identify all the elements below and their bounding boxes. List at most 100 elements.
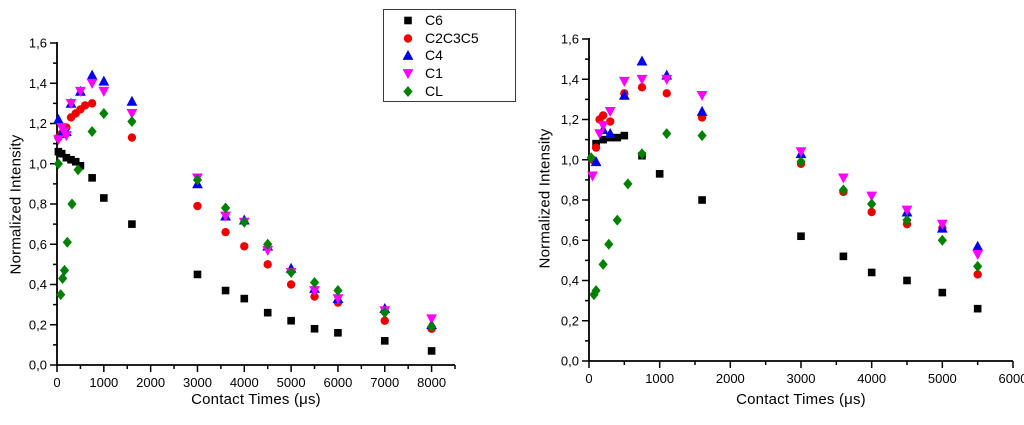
- x-tick-label: 1000: [645, 371, 674, 386]
- x-axis-title-left: Contact Times (μs): [191, 391, 321, 408]
- data-point-marker: [972, 249, 984, 260]
- y-tick-label: 0,2: [561, 313, 579, 328]
- x-axis-title-right: Contact Times (μs): [736, 391, 866, 408]
- data-point-marker: [57, 149, 66, 158]
- data-point-marker: [604, 127, 616, 138]
- data-point-marker: [240, 242, 249, 251]
- data-point-marker: [598, 111, 608, 120]
- data-point-marker: [901, 205, 913, 216]
- data-point-marker: [587, 171, 598, 182]
- x-tick-label: 3000: [787, 371, 816, 386]
- data-point-marker: [53, 113, 64, 124]
- data-point-marker: [239, 216, 249, 228]
- legend-item: C2C3C5: [400, 30, 515, 48]
- y-tick-label: 0,6: [561, 233, 579, 248]
- legend-item-label: C4: [425, 47, 443, 64]
- x-tick-label: 4000: [857, 371, 886, 386]
- data-point-marker: [426, 321, 437, 333]
- data-point-marker: [620, 131, 629, 140]
- data-point-marker: [263, 308, 272, 317]
- data-point-marker: [973, 260, 983, 272]
- data-point-marker: [192, 174, 203, 186]
- data-point-marker: [220, 202, 231, 214]
- data-point-marker: [589, 289, 599, 301]
- data-point-marker: [598, 258, 608, 270]
- x-tick-label: 0: [585, 371, 592, 386]
- data-point-marker: [128, 220, 136, 228]
- data-point-marker: [286, 280, 296, 289]
- data-point-marker: [623, 178, 633, 190]
- data-point-marker: [936, 219, 948, 230]
- data-point-marker: [696, 105, 708, 116]
- legend-item: CL: [400, 82, 515, 100]
- data-point-marker: [334, 329, 342, 337]
- data-point-marker: [67, 198, 77, 210]
- y-tick-label: 0,8: [29, 197, 47, 212]
- data-point-marker: [903, 276, 911, 285]
- circle-glyph: [403, 34, 413, 43]
- x-tick-label: 6000: [999, 371, 1024, 386]
- y-tick-label: 1,4: [561, 72, 579, 87]
- x-tick-label: 4000: [230, 375, 259, 390]
- data-point-marker: [597, 121, 609, 132]
- y-tick-label: 0,4: [29, 277, 47, 292]
- square-marker-icon: [404, 16, 412, 25]
- data-point-marker: [62, 236, 72, 248]
- data-point-marker: [591, 143, 601, 152]
- legend-item-label: C2C3C5: [425, 29, 479, 46]
- data-point-marker: [332, 294, 344, 305]
- diamond-glyph: [403, 85, 413, 97]
- data-point-marker: [71, 157, 80, 166]
- data-point-marker: [86, 78, 98, 89]
- data-point-marker: [100, 194, 108, 202]
- circle-marker-icon: [403, 34, 413, 43]
- data-point-marker: [796, 156, 806, 168]
- x-tick-label: 2000: [716, 371, 745, 386]
- y-tick-label: 1,0: [29, 156, 47, 171]
- data-point-marker: [972, 240, 984, 251]
- x-tick-label: 1000: [89, 375, 118, 390]
- y-tick-label: 1,0: [561, 152, 579, 167]
- data-point-marker: [73, 164, 83, 176]
- data-point-marker: [697, 130, 707, 142]
- data-point-marker: [193, 270, 202, 279]
- data-point-marker: [973, 270, 982, 279]
- data-point-marker: [838, 173, 849, 184]
- data-point-marker: [902, 214, 912, 226]
- square-glyph: [404, 16, 412, 25]
- data-point-marker: [309, 276, 320, 288]
- y-tick-label: 0,0: [561, 354, 579, 369]
- data-point-marker: [310, 324, 319, 333]
- data-point-marker: [698, 196, 706, 204]
- data-point-marker: [286, 266, 296, 278]
- y-tick-label: 0,0: [29, 358, 47, 373]
- y-axis-title-left: Normalized Intensity: [7, 134, 25, 275]
- x-tick-label: 0: [53, 375, 60, 390]
- data-point-marker: [62, 153, 71, 162]
- x-tick-label: 8000: [417, 375, 446, 390]
- x-tick-label: 5000: [928, 371, 957, 386]
- data-point-marker: [662, 89, 671, 98]
- data-point-marker: [263, 238, 273, 250]
- y-tick-label: 1,2: [29, 116, 47, 131]
- data-point-marker: [98, 86, 110, 97]
- data-point-marker: [380, 307, 390, 319]
- data-point-marker: [309, 286, 320, 297]
- data-point-marker: [867, 207, 876, 217]
- data-point-marker: [426, 314, 437, 325]
- data-point-marker: [867, 198, 877, 210]
- data-point-marker: [240, 294, 249, 303]
- data-point-marker: [613, 133, 622, 142]
- data-point-marker: [67, 155, 75, 164]
- legend-item: C4: [400, 47, 515, 65]
- data-point-marker: [696, 90, 708, 101]
- data-point-marker: [661, 74, 673, 85]
- data-point-marker: [220, 211, 231, 222]
- legend-item: C1: [400, 65, 515, 83]
- legend-item: C6: [400, 12, 515, 30]
- data-point-marker: [655, 170, 664, 178]
- data-point-marker: [938, 288, 947, 297]
- data-point-marker: [126, 109, 138, 120]
- data-point-marker: [973, 304, 982, 313]
